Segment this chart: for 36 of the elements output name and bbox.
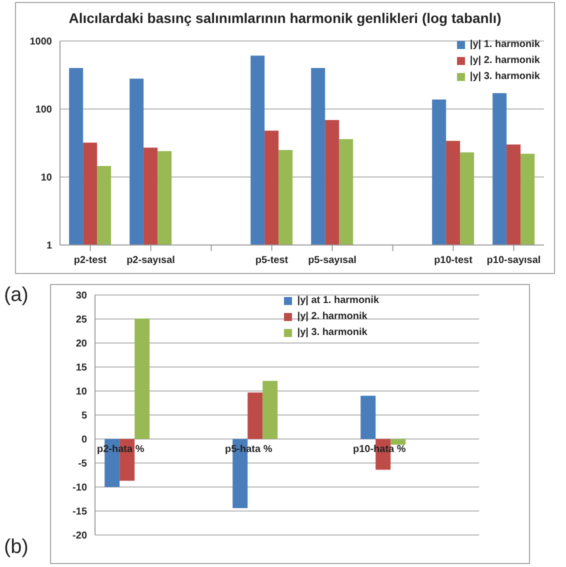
legend-label: |y| 3. harmonik [297,326,368,340]
x-tick-label: p2-hata % [97,444,144,456]
bar [134,318,150,439]
y-tick-label: 0 [81,434,88,446]
x-tick-label: p2-sayısal [126,255,176,266]
y-tick-label: 10 [76,386,88,398]
y-tick-label: -5 [78,458,88,470]
text: (a) [4,284,28,307]
y-tick-label: 1 [46,240,52,252]
y-tick-label: 1000 [30,36,52,48]
y-tick-label: 30 [76,290,88,302]
text: (b) [4,536,28,559]
legend-label: |y| 1. harmonik [470,38,540,52]
y-tick-label: 100 [35,104,52,116]
x-tick-label: p5-sayısal [308,255,357,266]
x-tick-label: p10-test [434,255,474,266]
legend-label: |y| 2. harmonik [297,310,368,324]
y-tick-label: 10 [40,172,52,184]
x-tick-label: p10-sayısal [486,255,541,266]
bar [248,392,263,439]
bar [390,439,406,445]
bar [360,396,376,439]
legend-label: |y| 2. harmonik [470,54,540,68]
x-tick-label: p5-test [255,255,289,266]
legend-label: |y| at 1. harmonik [297,294,379,308]
y-tick-label: 20 [76,338,88,350]
y-tick-label: 25 [76,314,88,326]
x-tick-label: p2-test [74,255,108,266]
chart-title: Alıcılardaki basınç salınımlarının harmonik genlikleri (log tabanlı) [68,9,502,28]
y-tick-label: 5 [81,410,88,422]
y-tick-label: -15 [72,506,88,518]
bar [262,380,278,439]
legend-label: |y| 3. harmonik [470,70,540,84]
y-tick-label: 15 [76,362,88,374]
y-tick-label: -10 [72,482,88,494]
y-tick-label: -20 [72,530,88,542]
